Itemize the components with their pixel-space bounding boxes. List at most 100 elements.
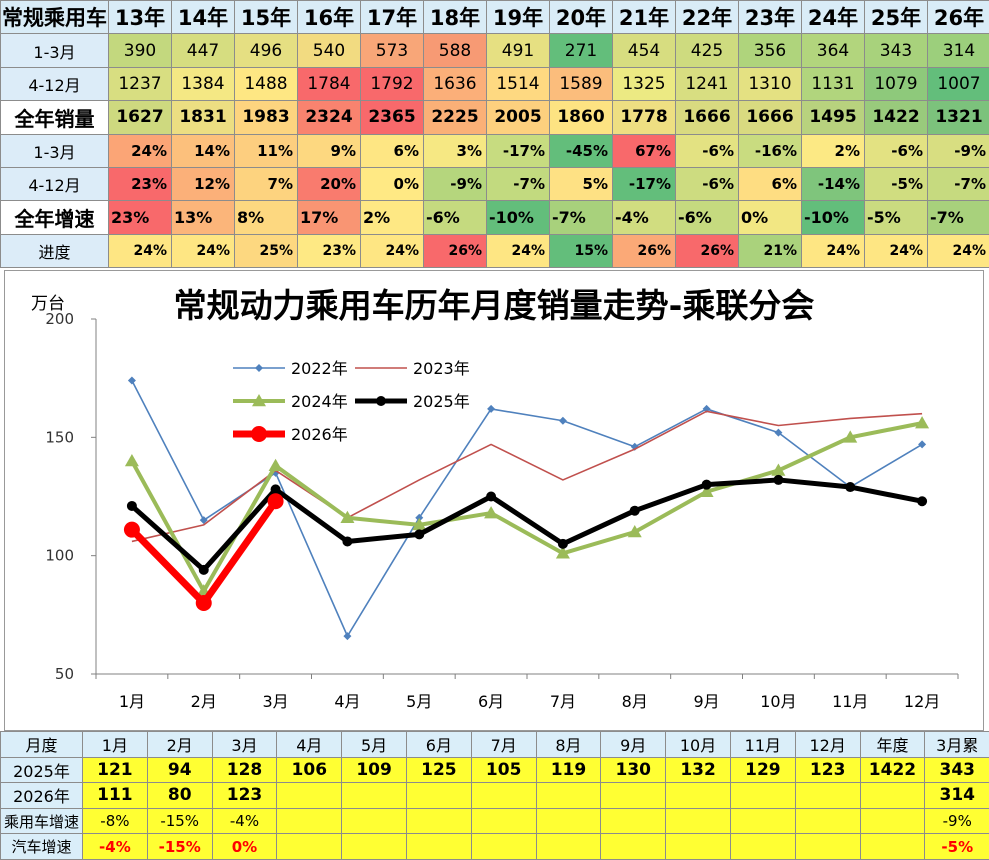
- table-cell: 121: [83, 757, 148, 783]
- table-cell: 20%: [298, 167, 361, 200]
- legend-label: 2026年: [291, 425, 348, 444]
- table-cell: 106: [277, 757, 342, 783]
- table-cell: 14%: [172, 134, 235, 167]
- table-cell: 496: [235, 34, 298, 67]
- table-cell: 21%: [739, 234, 802, 267]
- legend-label: 2023年: [413, 359, 470, 378]
- table-cell: 2365: [361, 101, 424, 134]
- table-cell: [406, 808, 471, 834]
- table-cell: 105: [471, 757, 536, 783]
- table-cell: 1241: [676, 67, 739, 100]
- header-label: 月度: [1, 732, 83, 758]
- table-cell: [342, 834, 407, 860]
- table-cell: 1589: [550, 67, 613, 100]
- table-cell: 0%: [212, 834, 277, 860]
- row-label: 进度: [1, 234, 109, 267]
- year-header: 16年: [298, 1, 361, 34]
- row-label: 1-3月: [1, 34, 109, 67]
- column-header: 5月: [342, 732, 407, 758]
- table-cell: 364: [802, 34, 865, 67]
- table-cell: 0%: [361, 167, 424, 200]
- x-tick-label: 8月: [622, 692, 648, 711]
- table-cell: 2225: [424, 101, 487, 134]
- table-cell: 1007: [928, 67, 989, 100]
- table-cell: 123: [795, 757, 860, 783]
- table-cell: 24%: [487, 234, 550, 267]
- table-cell: 23%: [109, 201, 172, 234]
- column-header: 12月: [795, 732, 860, 758]
- table-cell: 7%: [235, 167, 298, 200]
- table-cell: 271: [550, 34, 613, 67]
- table-cell: 24%: [802, 234, 865, 267]
- data-point: [268, 493, 284, 509]
- table-cell: -15%: [147, 808, 212, 834]
- table-cell: [730, 834, 795, 860]
- row-label: 汽车增速: [1, 834, 83, 860]
- table-cell: -7%: [928, 167, 989, 200]
- table-cell: 1384: [172, 67, 235, 100]
- table-cell: 5%: [550, 167, 613, 200]
- year-header: 26年: [928, 1, 989, 34]
- table-cell: 132: [666, 757, 731, 783]
- table-cell: 119: [536, 757, 601, 783]
- table-cell: 8%: [235, 201, 298, 234]
- year-header: 23年: [739, 1, 802, 34]
- data-point: [342, 536, 352, 546]
- table-cell: -14%: [802, 167, 865, 200]
- row-label: 全年增速: [1, 201, 109, 234]
- table-cell: 1310: [739, 67, 802, 100]
- table-cell: 540: [298, 34, 361, 67]
- table-cell: [277, 808, 342, 834]
- y-tick-label: 50: [55, 665, 74, 683]
- y-tick-label: 200: [45, 310, 74, 328]
- series-line: [132, 480, 922, 570]
- table-cell: 447: [172, 34, 235, 67]
- table-cell: 26%: [424, 234, 487, 267]
- table-cell: 24%: [172, 234, 235, 267]
- table-cell: 1784: [298, 67, 361, 100]
- table-cell: 1422: [865, 101, 928, 134]
- table-cell: 109: [342, 757, 407, 783]
- table-cell: 390: [109, 34, 172, 67]
- table-cell: -7%: [487, 167, 550, 200]
- table-cell: 15%: [550, 234, 613, 267]
- table-cell: 129: [730, 757, 795, 783]
- data-point: [845, 482, 855, 492]
- table-cell: [601, 808, 666, 834]
- table-cell: 2005: [487, 101, 550, 134]
- data-point: [196, 595, 212, 611]
- row-label: 1-3月: [1, 134, 109, 167]
- data-point: [125, 454, 139, 466]
- data-point: [124, 522, 140, 538]
- table-cell: 1627: [109, 101, 172, 134]
- table-cell: [860, 808, 925, 834]
- legend-marker: [255, 364, 263, 372]
- table-cell: 125: [406, 757, 471, 783]
- table-cell: 24%: [865, 234, 928, 267]
- year-header: 18年: [424, 1, 487, 34]
- table-cell: 26%: [676, 234, 739, 267]
- data-point: [271, 484, 281, 494]
- column-header: 7月: [471, 732, 536, 758]
- data-point: [269, 459, 283, 471]
- table-cell: 1321: [928, 101, 989, 134]
- table-row: 乘用车增速-8%-15%-4%-9%: [1, 808, 989, 834]
- table-cell: 1325: [613, 67, 676, 100]
- table-cell: 1079: [865, 67, 928, 100]
- table-cell: -6%: [424, 201, 487, 234]
- table-cell: [406, 783, 471, 809]
- table-cell: 24%: [109, 134, 172, 167]
- table-cell: 1422: [860, 757, 925, 783]
- table-cell: 1778: [613, 101, 676, 134]
